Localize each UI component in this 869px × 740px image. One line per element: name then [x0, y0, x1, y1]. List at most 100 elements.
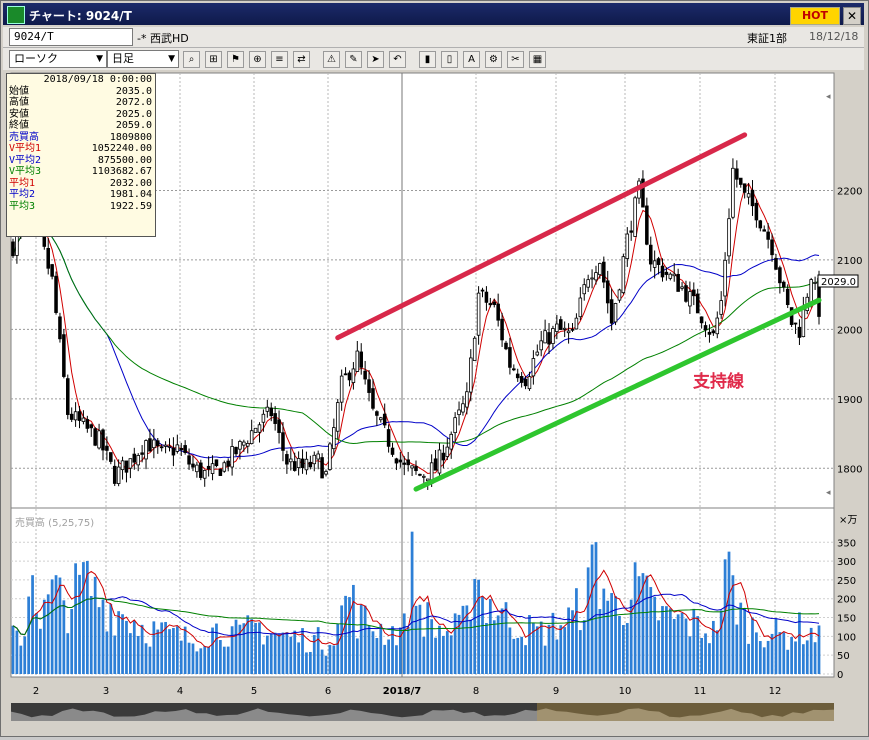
close-button[interactable]: ✕ — [843, 7, 861, 25]
candle-body — [50, 264, 54, 277]
volume-bar — [539, 621, 543, 674]
candle-body — [116, 466, 121, 484]
candle-body — [265, 406, 270, 412]
arrow-icon[interactable]: ➤ — [367, 51, 384, 68]
volume-pane-label: 売買高 (5,25,75) — [15, 516, 94, 529]
market-label: 東証1部 — [747, 32, 787, 45]
volume-bar — [445, 631, 449, 674]
info-value: 2059.0 — [115, 120, 152, 131]
resistance-trendline[interactable] — [335, 132, 748, 341]
bar-icon[interactable]: ▮ — [419, 51, 436, 68]
price-tick-label: 2100 — [837, 256, 862, 267]
support-trendline[interactable] — [413, 297, 822, 492]
settings-icon[interactable]: ⚙ — [485, 51, 502, 68]
volume-bar — [766, 640, 770, 674]
volume-bar — [410, 531, 414, 674]
candle-body — [54, 275, 58, 313]
price-tick-label: 1900 — [837, 395, 862, 406]
volume-bar — [598, 609, 602, 674]
volume-bar — [402, 613, 406, 674]
candle-body — [562, 327, 567, 330]
bar-icon-2[interactable]: ▯ — [441, 51, 458, 68]
candle-body — [621, 256, 626, 294]
chart-type-select[interactable]: ローソク ▼ — [9, 50, 107, 68]
undo-icon[interactable]: ↶ — [389, 51, 406, 68]
zoom-icon[interactable]: ⌕ — [183, 51, 200, 68]
last-price-label: 2029.0 — [821, 277, 856, 288]
candle-body — [109, 452, 113, 462]
candle-body — [695, 293, 700, 314]
magnify-icon[interactable]: ⊕ — [249, 51, 266, 68]
candle-body — [715, 317, 720, 335]
volume-bar — [211, 627, 214, 674]
scroll-thumb[interactable] — [537, 703, 834, 721]
volume-bar — [375, 638, 379, 674]
candle-body — [120, 460, 125, 471]
compare-icon[interactable]: ≡ — [271, 51, 288, 68]
date-tick-label: 3 — [103, 686, 109, 697]
candle-body — [347, 372, 352, 381]
date-tick-label: 2 — [33, 686, 39, 697]
info-value: 1922.59 — [109, 200, 152, 212]
period-select[interactable]: 日足 ▼ — [107, 50, 179, 68]
candle-body — [641, 178, 645, 208]
hot-button[interactable]: HOT — [790, 7, 840, 25]
candle-body — [316, 453, 320, 460]
volume-bar — [379, 623, 383, 674]
date-tick-label: 12 — [769, 686, 782, 697]
date-tick-label: 5 — [251, 686, 257, 697]
info-date: 2018/09/18 0:00:00 — [43, 74, 152, 85]
palette-icon[interactable]: ▦ — [529, 51, 546, 68]
volume-bar — [481, 596, 484, 674]
volume-bar — [324, 655, 328, 674]
candle-body — [676, 273, 680, 292]
volume-bar — [700, 637, 703, 674]
pen-icon[interactable]: ✎ — [345, 51, 362, 68]
candle-body — [719, 300, 723, 315]
volume-bar — [653, 596, 657, 674]
candle-body — [292, 461, 297, 471]
volume-bar — [352, 584, 355, 674]
volume-bar — [125, 620, 128, 674]
bell-icon[interactable]: ⚑ — [227, 51, 244, 68]
scroll-arrow-icon[interactable]: ◂ — [826, 488, 831, 498]
cursor-icon[interactable]: ⊞ — [205, 51, 222, 68]
volume-bar — [422, 636, 426, 674]
volume-tick-label: 300 — [837, 557, 856, 568]
title-bar[interactable]: チャート: 9024/T HOT ✕ — [3, 3, 864, 25]
volume-bar — [555, 639, 559, 674]
candle-body — [570, 328, 575, 331]
all-icon[interactable]: A — [463, 51, 480, 68]
volume-bar — [723, 559, 727, 674]
swap-icon[interactable]: ⇄ — [293, 51, 310, 68]
tool-icon[interactable]: ✂ — [507, 51, 524, 68]
candle-body — [152, 439, 156, 449]
candle-body — [723, 259, 727, 297]
volume-bar — [485, 623, 488, 674]
candle-body — [598, 263, 602, 276]
volume-bar — [35, 613, 38, 674]
volume-bar — [305, 652, 308, 674]
volume-bar — [575, 588, 578, 674]
volume-bar — [488, 599, 492, 674]
date-tick-label: 6 — [325, 686, 331, 697]
info-label: 高値 — [9, 97, 29, 108]
volume-bar — [520, 636, 524, 674]
candle-body — [703, 325, 708, 331]
volume-bar — [645, 575, 649, 674]
volume-bar — [258, 622, 261, 674]
volume-bar — [524, 645, 527, 674]
volume-bar — [316, 627, 320, 674]
volume-bar — [78, 574, 81, 674]
volume-bar — [578, 630, 582, 674]
symbol-bar: 9024/T -* 西武HD 東証1部 18/12/18 — [3, 27, 864, 48]
scroll-arrow-icon[interactable]: ◂ — [826, 92, 831, 102]
date-tick-label: 8 — [473, 686, 479, 697]
candle-body — [105, 445, 109, 451]
volume-tick-label: 0 — [837, 670, 843, 681]
code-input[interactable]: 9024/T — [9, 28, 133, 46]
volume-bar — [434, 637, 437, 674]
candle-body — [582, 284, 587, 295]
last-price-marker: 2029.0 — [817, 274, 859, 288]
alert-icon[interactable]: ⚠ — [323, 51, 340, 68]
